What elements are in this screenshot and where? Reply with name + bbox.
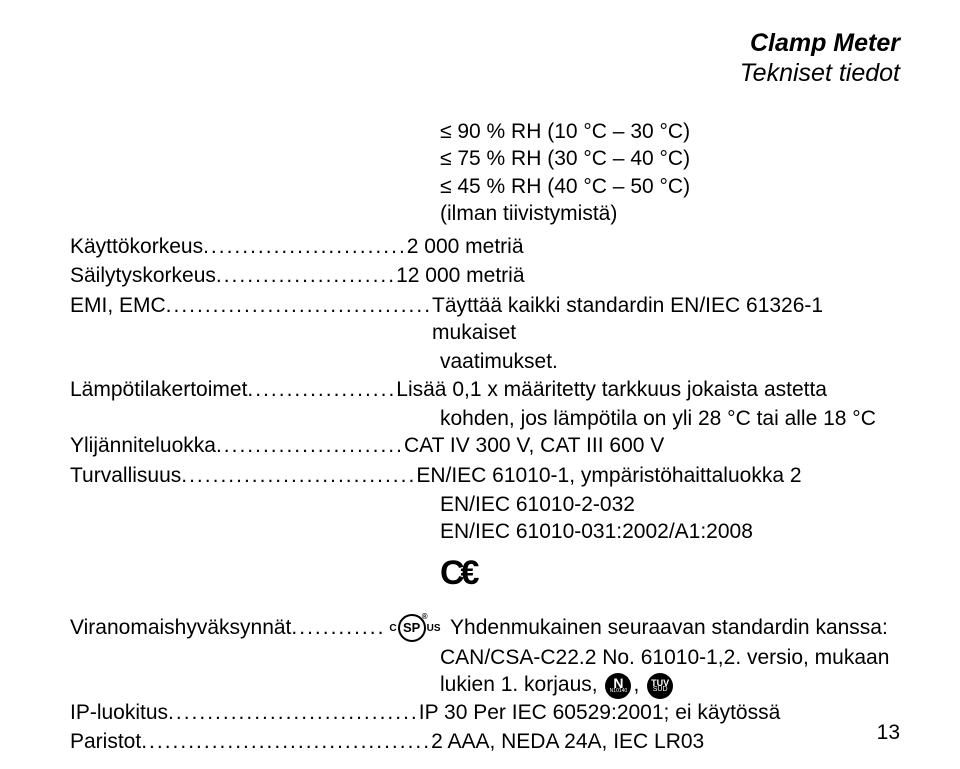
agency-value-text: Yhdenmukainen seuraavan standardin kanss… — [450, 616, 888, 639]
label: Viranomaishyväksynnät — [70, 614, 291, 641]
row-agency-line3: lukien 1. korjaus, N N10140 , TUV SUD — [440, 671, 900, 698]
row-ip: IP-luokitus ............................… — [70, 699, 900, 726]
value: EN/IEC 61010-1, ympäristöhaittaluokka 2 — [416, 462, 900, 489]
csa-circle: SP ® — [398, 614, 426, 642]
label: Paristot — [70, 728, 141, 755]
csa-right: US — [427, 622, 441, 635]
leader-dots: .................................. — [166, 292, 432, 319]
label: EMI, EMC — [70, 292, 166, 319]
row-overvoltage: Ylijänniteluokka .......................… — [70, 432, 900, 459]
humidity-block: ≤ 90 % RH (10 °C – 30 °C) ≤ 75 % RH (30 … — [440, 118, 900, 227]
leader-dots: ..................................... — [141, 728, 431, 755]
agency-line3-text: lukien 1. korjaus, — [440, 673, 598, 696]
humidity-line: ≤ 45 % RH (40 °C – 50 °C) — [440, 173, 900, 200]
leader-dots: ................... — [247, 376, 396, 403]
humidity-line: (ilman tiivistymistä) — [440, 200, 900, 227]
label: Turvallisuus — [70, 462, 181, 489]
row-batteries: Paristot ...............................… — [70, 728, 900, 755]
label: Käyttökorkeus — [70, 233, 203, 260]
label: Ylijänniteluokka — [70, 432, 216, 459]
tuv-bot: SUD — [653, 687, 668, 693]
row-agency: Viranomaishyväksynnät ............ C SP … — [70, 614, 900, 642]
value: 2 000 metriä — [407, 233, 900, 260]
row-safety-line2: EN/IEC 61010-2-032 — [440, 491, 900, 518]
header-line2: Tekniset tiedot — [70, 58, 900, 88]
leader-dots: .............................. — [181, 462, 416, 489]
humidity-line: ≤ 90 % RH (10 °C – 30 °C) — [440, 118, 900, 145]
n-bot: N10140 — [610, 689, 628, 693]
label: IP-luokitus — [70, 699, 168, 726]
label: Säilytyskorkeus — [70, 262, 216, 289]
csa-reg: ® — [422, 612, 428, 622]
page-header: Clamp Meter Tekniset tiedot — [70, 28, 900, 88]
humidity-line: ≤ 75 % RH (30 °C – 40 °C) — [440, 145, 900, 172]
csa-center: SP — [403, 620, 420, 637]
row-operating-altitude: Käyttökorkeus ..........................… — [70, 233, 900, 260]
ce-mark-icon: C€ — [440, 551, 900, 595]
leader-dots: ............ — [291, 614, 385, 641]
page-container: Clamp Meter Tekniset tiedot ≤ 90 % RH (1… — [0, 0, 960, 769]
value: CAT IV 300 V, CAT III 600 V — [404, 432, 900, 459]
n-mark-icon: N N10140 — [605, 673, 631, 699]
value: Täyttää kaikki standardin EN/IEC 61326-1… — [432, 292, 900, 347]
header-line1: Clamp Meter — [70, 28, 900, 58]
comma: , — [633, 673, 639, 696]
csa-left: C — [389, 622, 396, 635]
row-temp-coeff-cont: kohden, jos lämpötila on yli 28 °C tai a… — [440, 405, 900, 432]
row-storage-altitude: Säilytyskorkeus ....................... … — [70, 262, 900, 289]
row-safety-line3: EN/IEC 61010-031:2002/A1:2008 — [440, 518, 900, 545]
leader-dots: ................................ — [168, 699, 419, 726]
value: IP 30 Per IEC 60529:2001; ei käytössä — [419, 699, 900, 726]
label: Lämpötilakertoimet — [70, 376, 247, 403]
leader-dots: .......................... — [203, 233, 407, 260]
value: 12 000 metriä — [396, 262, 900, 289]
row-safety: Turvallisuus ...........................… — [70, 462, 900, 489]
row-agency-line2: CAN/CSA-C22.2 No. 61010-1,2. versio, muk… — [440, 644, 900, 671]
csa-icon: C SP ® US — [389, 614, 440, 642]
leader-dots: ....................... — [216, 262, 396, 289]
leader-dots: ........................ — [216, 432, 404, 459]
value: 2 AAA, NEDA 24A, IEC LR03 — [431, 728, 900, 755]
spec-block: ≤ 90 % RH (10 °C – 30 °C) ≤ 75 % RH (30 … — [70, 118, 900, 755]
row-emi: EMI, EMC ...............................… — [70, 292, 900, 347]
tuv-icon: TUV SUD — [647, 673, 673, 699]
value: C SP ® US Yhdenmukainen seuraavan standa… — [385, 614, 900, 642]
row-temp-coeff: Lämpötilakertoimet ................... L… — [70, 376, 900, 403]
value: Lisää 0,1 x määritetty tarkkuus jokaista… — [396, 376, 900, 403]
page-number: 13 — [877, 721, 900, 745]
row-emi-cont: vaatimukset. — [440, 348, 900, 375]
